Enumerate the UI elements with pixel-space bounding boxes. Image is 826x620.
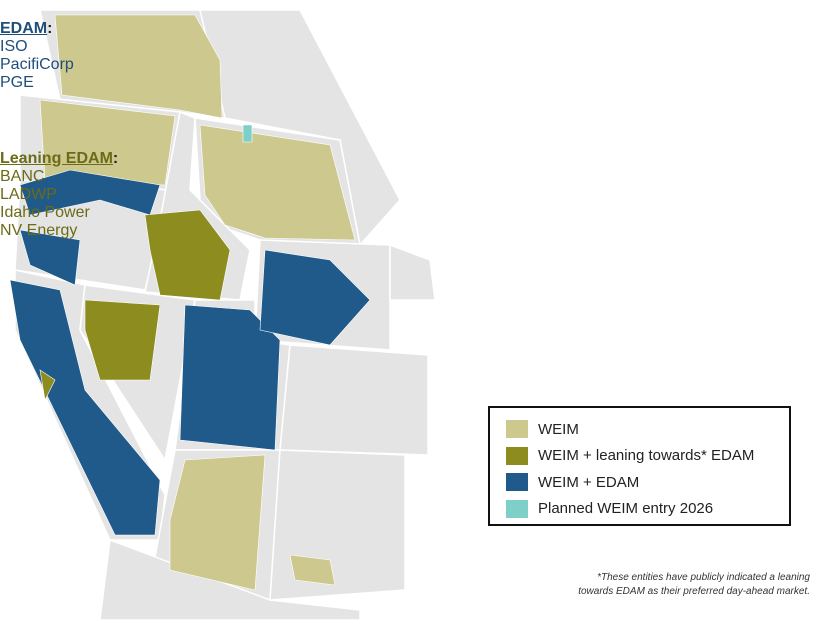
- market-region: [39, 369, 56, 401]
- legend-label: WEIM: [538, 420, 579, 438]
- member: PGE: [0, 74, 34, 91]
- legend-item: WEIM + EDAM: [506, 472, 639, 492]
- legend-label: WEIM + EDAM: [538, 473, 640, 491]
- legend-label: Planned WEIM entry 2026: [538, 500, 714, 517]
- member: NV Energy: [0, 222, 78, 239]
- market-region: [54, 14, 223, 119]
- heading-separator: :: [112, 150, 119, 167]
- state: [389, 243, 436, 301]
- legend-item: WEIM + leaning towards* EDAM: [506, 446, 754, 466]
- member: BANC: [0, 168, 45, 185]
- market-region: [19, 229, 81, 286]
- market-region: [242, 124, 253, 143]
- member: PacifiCorp: [0, 56, 74, 73]
- group-heading: EDAM:: [0, 20, 74, 38]
- member: Idaho Power: [0, 204, 90, 221]
- market-region: [84, 299, 161, 381]
- state: [269, 449, 406, 601]
- map: [9, 9, 436, 620]
- legend-swatch: [506, 473, 528, 491]
- legend-item: Planned WEIM entry 2026: [506, 499, 713, 519]
- market-region: [144, 209, 231, 301]
- legend-swatch: [506, 420, 528, 438]
- group: Leaning EDAM: BANC LADWP Idaho Power NV Ener…: [0, 150, 118, 240]
- market-region: [259, 249, 371, 346]
- market-region: [289, 554, 336, 586]
- market-region: [199, 124, 356, 241]
- legend-swatch: [506, 446, 528, 465]
- footnote: *These entities have publicly indicated …: [520, 571, 810, 599]
- footnote-line: *These entities have publicly indicated …: [597, 572, 810, 583]
- state: [99, 538, 361, 620]
- heading-text: Leaning EDAM: [0, 150, 113, 167]
- market-region: [39, 99, 176, 186]
- legend-label: WEIM + leaning towards* EDAM: [538, 447, 755, 464]
- state: [279, 344, 429, 456]
- member: LADWP: [0, 186, 57, 203]
- footnote-line: towards EDAM as their preferred day-ahea…: [578, 586, 810, 597]
- member: ISO: [0, 38, 28, 55]
- legend-swatch: [506, 499, 528, 518]
- group-heading: Leaning EDAM:: [0, 150, 118, 168]
- legend-item: WEIM: [506, 419, 579, 439]
- group: EDAM: ISO PacifiCorp PGE: [0, 20, 74, 92]
- market-region: [169, 454, 266, 591]
- market-region: [179, 304, 281, 451]
- market-region: [9, 279, 161, 536]
- legend: WEIM WEIM + leaning towards* EDAM WEIM + E…: [488, 406, 791, 526]
- heading-separator: :: [47, 20, 53, 37]
- heading-text: EDAM: [0, 20, 48, 37]
